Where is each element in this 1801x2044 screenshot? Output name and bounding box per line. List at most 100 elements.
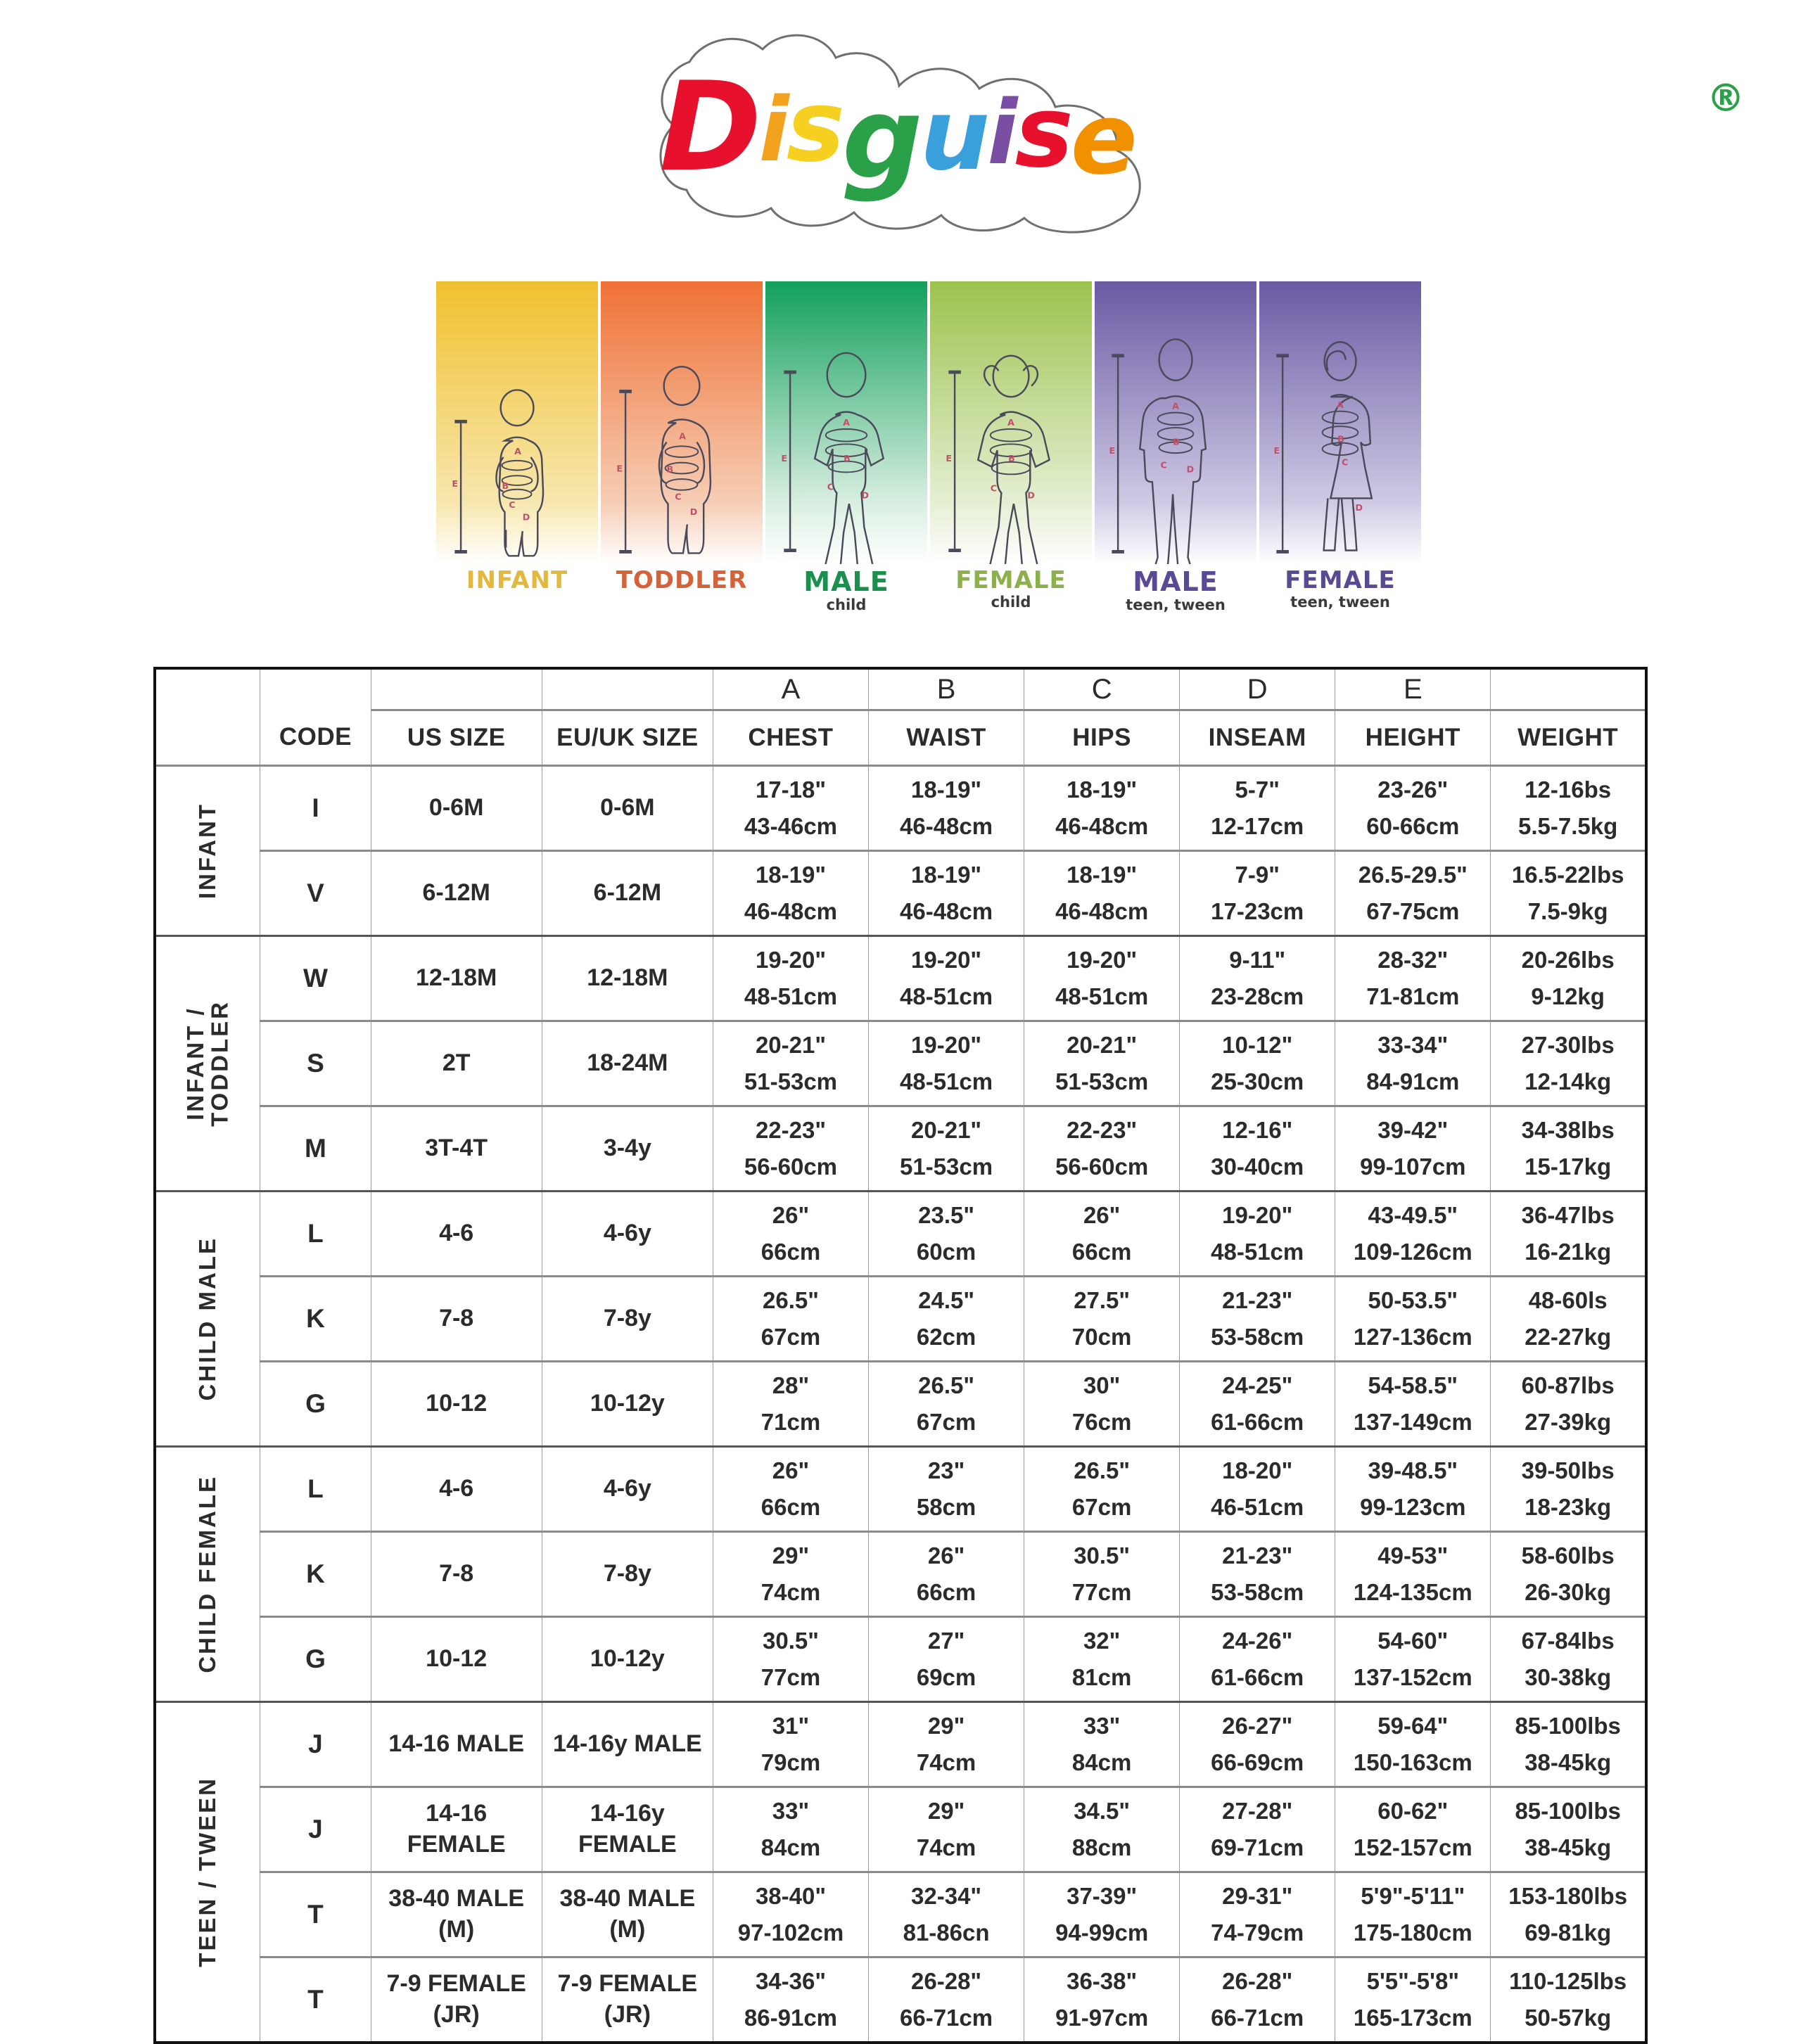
row-group-label-infant: INFANT (154, 765, 261, 936)
value-primary: 27.5" (1074, 1286, 1131, 1313)
figure-column-child-female: E A B C D FEMALE child (930, 281, 1092, 647)
value-metric: 9-12kg (1531, 983, 1605, 1009)
value-metric: 26-30kg (1525, 1579, 1612, 1605)
value-metric: 69cm (916, 1664, 976, 1690)
value-primary: 28" (772, 1372, 810, 1398)
svg-text:B: B (1337, 434, 1344, 445)
cell-code: K (260, 1275, 371, 1362)
column-header-chest: CHEST (712, 709, 870, 767)
cell-height: 50-53.5" 127-136cm (1335, 1275, 1491, 1362)
cell-waist: 29" 74cm (868, 1701, 1025, 1787)
svg-text:D: D (1027, 490, 1035, 500)
letter-blank (370, 668, 542, 710)
cell-weight: 110-125lbs 50-57kg (1490, 1956, 1647, 2043)
cell-code: K (260, 1531, 371, 1617)
letter-blank (154, 668, 261, 710)
svg-text:E: E (1273, 445, 1280, 456)
table-row: T 38-40 MALE (M) 38-40 MALE (M) 38-40" 97-10… (155, 1871, 1647, 1957)
cell-hips: 18-19" 46-48cm (1024, 765, 1180, 851)
cell-eu-uk-size: 4-6y (541, 1445, 713, 1532)
value-primary: 34-38lbs (1521, 1116, 1615, 1143)
value-primary: 20-21" (1067, 1031, 1138, 1058)
svg-text:C: C (827, 482, 834, 492)
cell-us-size: 4-6 (370, 1190, 542, 1277)
value-primary: 36-47lbs (1521, 1201, 1615, 1228)
figure-subtitle: child (826, 596, 867, 613)
value-primary: 12-16bs (1525, 776, 1612, 803)
cell-height: 23-26" 60-66cm (1335, 765, 1491, 851)
svg-text:D: D (1187, 464, 1195, 474)
value-primary: 22-23" (1067, 1116, 1138, 1143)
svg-text:A: A (1172, 401, 1179, 411)
value-primary: 85-100lbs (1515, 1797, 1621, 1824)
cell-code: L (260, 1190, 371, 1277)
table-row: V 6-12M 6-12M 18-19" 46-48cm 18-19" 46-48cm 18-… (155, 850, 1647, 936)
value-primary: 19-20" (1067, 946, 1138, 973)
cell-us-size: 2T (370, 1020, 542, 1106)
svg-text:A: A (1337, 400, 1344, 410)
cell-inseam: 10-12" 25-30cm (1179, 1020, 1336, 1106)
cell-eu-uk-size: 7-9 FEMALE (JR) (541, 1956, 713, 2043)
logo-letter-s2: s (1014, 75, 1073, 190)
cell-eu-uk-size: 14-16y MALE (541, 1701, 713, 1787)
value-metric: 94-99cm (1055, 1920, 1149, 1946)
cell-waist: 19-20" 48-51cm (868, 935, 1025, 1021)
figure-caption-child-female: FEMALE child (930, 564, 1092, 647)
group-label-text: CHILD MALE (194, 1237, 221, 1401)
value-metric: 86-91cm (744, 2005, 838, 2031)
value-primary: 24.5" (918, 1286, 974, 1313)
value-primary: 33-34" (1377, 1031, 1449, 1058)
value-metric: 67cm (761, 1324, 821, 1350)
value-metric: 46-48cm (900, 813, 993, 839)
value-primary: 26" (772, 1457, 810, 1483)
cell-weight: 58-60lbs 26-30kg (1490, 1531, 1647, 1617)
svg-text:E: E (616, 463, 623, 473)
cell-code: S (260, 1020, 371, 1106)
size-chart-container: A B C D E CODE US SIZE EU/UK SIZE CHEST WAIST HIPS… (153, 667, 1648, 2044)
value-metric: 15-17kg (1525, 1154, 1612, 1180)
svg-text:C: C (1161, 460, 1167, 471)
svg-text:E: E (946, 453, 952, 464)
value-primary: 27-28" (1222, 1797, 1293, 1824)
table-header-row: CODE US SIZE EU/UK SIZE CHEST WAIST HIPS INSEA… (154, 709, 1647, 767)
value-primary: 34.5" (1074, 1797, 1131, 1824)
value-metric: 71-81cm (1366, 983, 1460, 1009)
figure-subtitle: child (991, 594, 1031, 611)
value-primary: 18-19" (1067, 861, 1138, 888)
cell-height: 43-49.5" 109-126cm (1335, 1190, 1491, 1277)
cell-chest: 26" 66cm (712, 1445, 870, 1532)
svg-text:D: D (523, 512, 530, 523)
cell-height: 54-58.5" 137-149cm (1335, 1360, 1491, 1447)
value-metric: 23-28cm (1211, 983, 1304, 1009)
cell-code: T (260, 1956, 371, 2043)
value-metric: 175-180cm (1353, 1920, 1472, 1946)
cell-code: M (260, 1105, 371, 1192)
cell-waist: 19-20" 48-51cm (868, 1020, 1025, 1106)
logo-letter-u: u (919, 78, 991, 193)
cell-height: 5'9"-5'11" 175-180cm (1335, 1871, 1491, 1957)
cell-inseam: 9-11" 23-28cm (1179, 935, 1336, 1021)
cell-inseam: 12-16" 30-40cm (1179, 1105, 1336, 1192)
value-metric: 66cm (761, 1494, 821, 1520)
cell-weight: 48-60ls 22-27kg (1490, 1275, 1647, 1362)
cell-inseam: 27-28" 69-71cm (1179, 1786, 1336, 1872)
value-primary: 32" (1083, 1627, 1121, 1654)
cell-chest: 22-23" 56-60cm (712, 1105, 870, 1192)
value-metric: 67cm (1071, 1494, 1132, 1520)
measurement-letter-B: B (868, 668, 1025, 710)
value-metric: 66-71cm (1211, 2005, 1304, 2031)
column-header-eu-uk-size: EU/UK SIZE (541, 709, 713, 767)
measurement-letter-C: C (1024, 668, 1180, 710)
table-row: CHILD FEMALE L 4-6 4-6y 26" 66cm 23" 58cm 26.5" 6… (154, 1445, 1647, 1702)
value-primary: 26" (927, 1542, 965, 1569)
figure-caption-child-male: MALE child (765, 564, 927, 647)
cell-height: 49-53" 124-135cm (1335, 1531, 1491, 1617)
cell-inseam: 21-23" 53-58cm (1179, 1275, 1336, 1362)
value-metric: 46-48cm (900, 898, 993, 924)
figure-illustration-child-female: E A B C D (930, 281, 1092, 564)
cell-code: V (260, 850, 371, 936)
value-primary: 18-19" (755, 861, 826, 888)
table-row: INFANT I 0-6M 0-6M 17-18" 43-46cm 18-19" 46-48c… (154, 765, 1647, 936)
